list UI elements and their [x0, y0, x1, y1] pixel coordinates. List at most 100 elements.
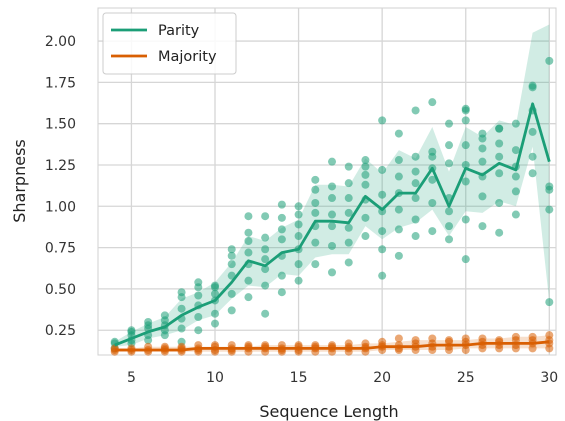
mean-line-majority [114, 340, 550, 352]
data-point-parity [528, 81, 537, 90]
y-tick-label: 0.25 [45, 323, 76, 339]
data-point-parity [261, 309, 270, 318]
data-point-parity [244, 293, 253, 302]
data-point-parity [528, 152, 537, 161]
data-point-parity [394, 129, 403, 138]
data-point-majority [545, 331, 554, 340]
data-point-parity [344, 223, 353, 232]
data-point-parity [344, 179, 353, 188]
data-point-parity [194, 278, 203, 287]
data-point-parity [294, 276, 303, 285]
data-point-parity [478, 192, 487, 201]
data-point-parity [394, 205, 403, 214]
data-point-parity [328, 182, 337, 191]
data-point-parity [461, 141, 470, 150]
data-point-parity [177, 324, 186, 333]
y-tick-label: 1.50 [45, 117, 76, 133]
data-point-majority [411, 336, 420, 345]
data-point-parity [495, 169, 504, 178]
data-point-parity [227, 260, 236, 269]
y-tick-label: 1.25 [45, 158, 76, 174]
data-point-parity [445, 159, 454, 168]
data-point-parity [428, 227, 437, 236]
x-tick-label: 25 [457, 370, 475, 386]
mean-line-parity [114, 102, 551, 347]
data-point-parity [445, 119, 454, 128]
data-point-majority [445, 336, 454, 345]
data-point-parity [511, 210, 520, 219]
data-point-parity [478, 129, 487, 138]
x-tick-labels: 5 10 15 20 25 30 [127, 370, 558, 386]
y-tick-label: 0.75 [45, 241, 76, 257]
data-point-parity [294, 220, 303, 229]
y-tick-label: 0.50 [45, 282, 76, 298]
data-point-parity [378, 271, 387, 280]
data-point-parity [411, 194, 420, 203]
data-point-parity [328, 222, 337, 231]
data-point-parity [261, 245, 270, 254]
data-point-parity [261, 255, 270, 264]
data-point-parity [194, 312, 203, 321]
data-point-parity [511, 119, 520, 128]
data-point-parity [411, 152, 420, 161]
data-point-majority [344, 339, 353, 348]
data-point-parity [277, 225, 286, 234]
legend-box [102, 12, 237, 75]
data-point-majority [528, 332, 537, 341]
x-tick-label: 5 [127, 370, 136, 386]
data-point-parity [411, 106, 420, 115]
data-point-majority [378, 337, 387, 346]
data-point-parity [378, 227, 387, 236]
data-point-majority [361, 339, 370, 348]
data-point-parity [261, 233, 270, 242]
data-point-parity [244, 228, 253, 237]
data-point-parity [428, 198, 437, 207]
data-point-parity [478, 157, 487, 166]
data-point-parity [461, 215, 470, 224]
data-point-parity [461, 160, 470, 169]
data-point-parity [511, 172, 520, 181]
data-point-parity [361, 180, 370, 189]
data-point-parity [328, 241, 337, 250]
data-point-parity [545, 205, 554, 214]
data-point-parity [461, 104, 470, 113]
data-point-parity [127, 326, 136, 335]
x-axis-label: Sequence Length [259, 402, 398, 421]
data-point-parity [194, 326, 203, 335]
data-point-parity [311, 260, 320, 269]
data-point-parity [211, 319, 220, 328]
data-point-parity [344, 258, 353, 267]
data-point-parity [545, 56, 554, 65]
data-point-parity [361, 162, 370, 171]
y-axis-label: Sharpness [10, 139, 29, 223]
legend-label-majority: Majority [158, 49, 217, 65]
data-point-parity [227, 289, 236, 298]
data-point-parity [344, 208, 353, 217]
data-point-parity [261, 281, 270, 290]
y-tick-label: 1.00 [45, 199, 76, 215]
data-point-parity [445, 141, 454, 150]
data-point-parity [495, 228, 504, 237]
x-tick-label: 15 [290, 370, 308, 386]
data-point-parity [528, 169, 537, 178]
data-point-parity [378, 165, 387, 174]
data-point-parity [495, 124, 504, 133]
data-point-parity [545, 182, 554, 191]
data-point-parity [378, 116, 387, 125]
data-point-parity [495, 152, 504, 161]
data-point-parity [244, 236, 253, 245]
y-tick-labels: 0.25 0.50 0.75 1.00 1.25 1.50 1.75 2.00 [45, 34, 76, 339]
data-point-parity [528, 127, 537, 136]
data-point-parity [411, 167, 420, 176]
data-point-parity [361, 156, 370, 165]
data-point-parity [261, 265, 270, 274]
data-point-parity [361, 232, 370, 241]
data-point-parity [495, 198, 504, 207]
legend: Parity Majority [102, 12, 237, 75]
data-point-parity [344, 162, 353, 171]
data-point-parity [294, 260, 303, 269]
data-point-parity [394, 156, 403, 165]
data-point-parity [311, 198, 320, 207]
data-point-parity [227, 245, 236, 254]
